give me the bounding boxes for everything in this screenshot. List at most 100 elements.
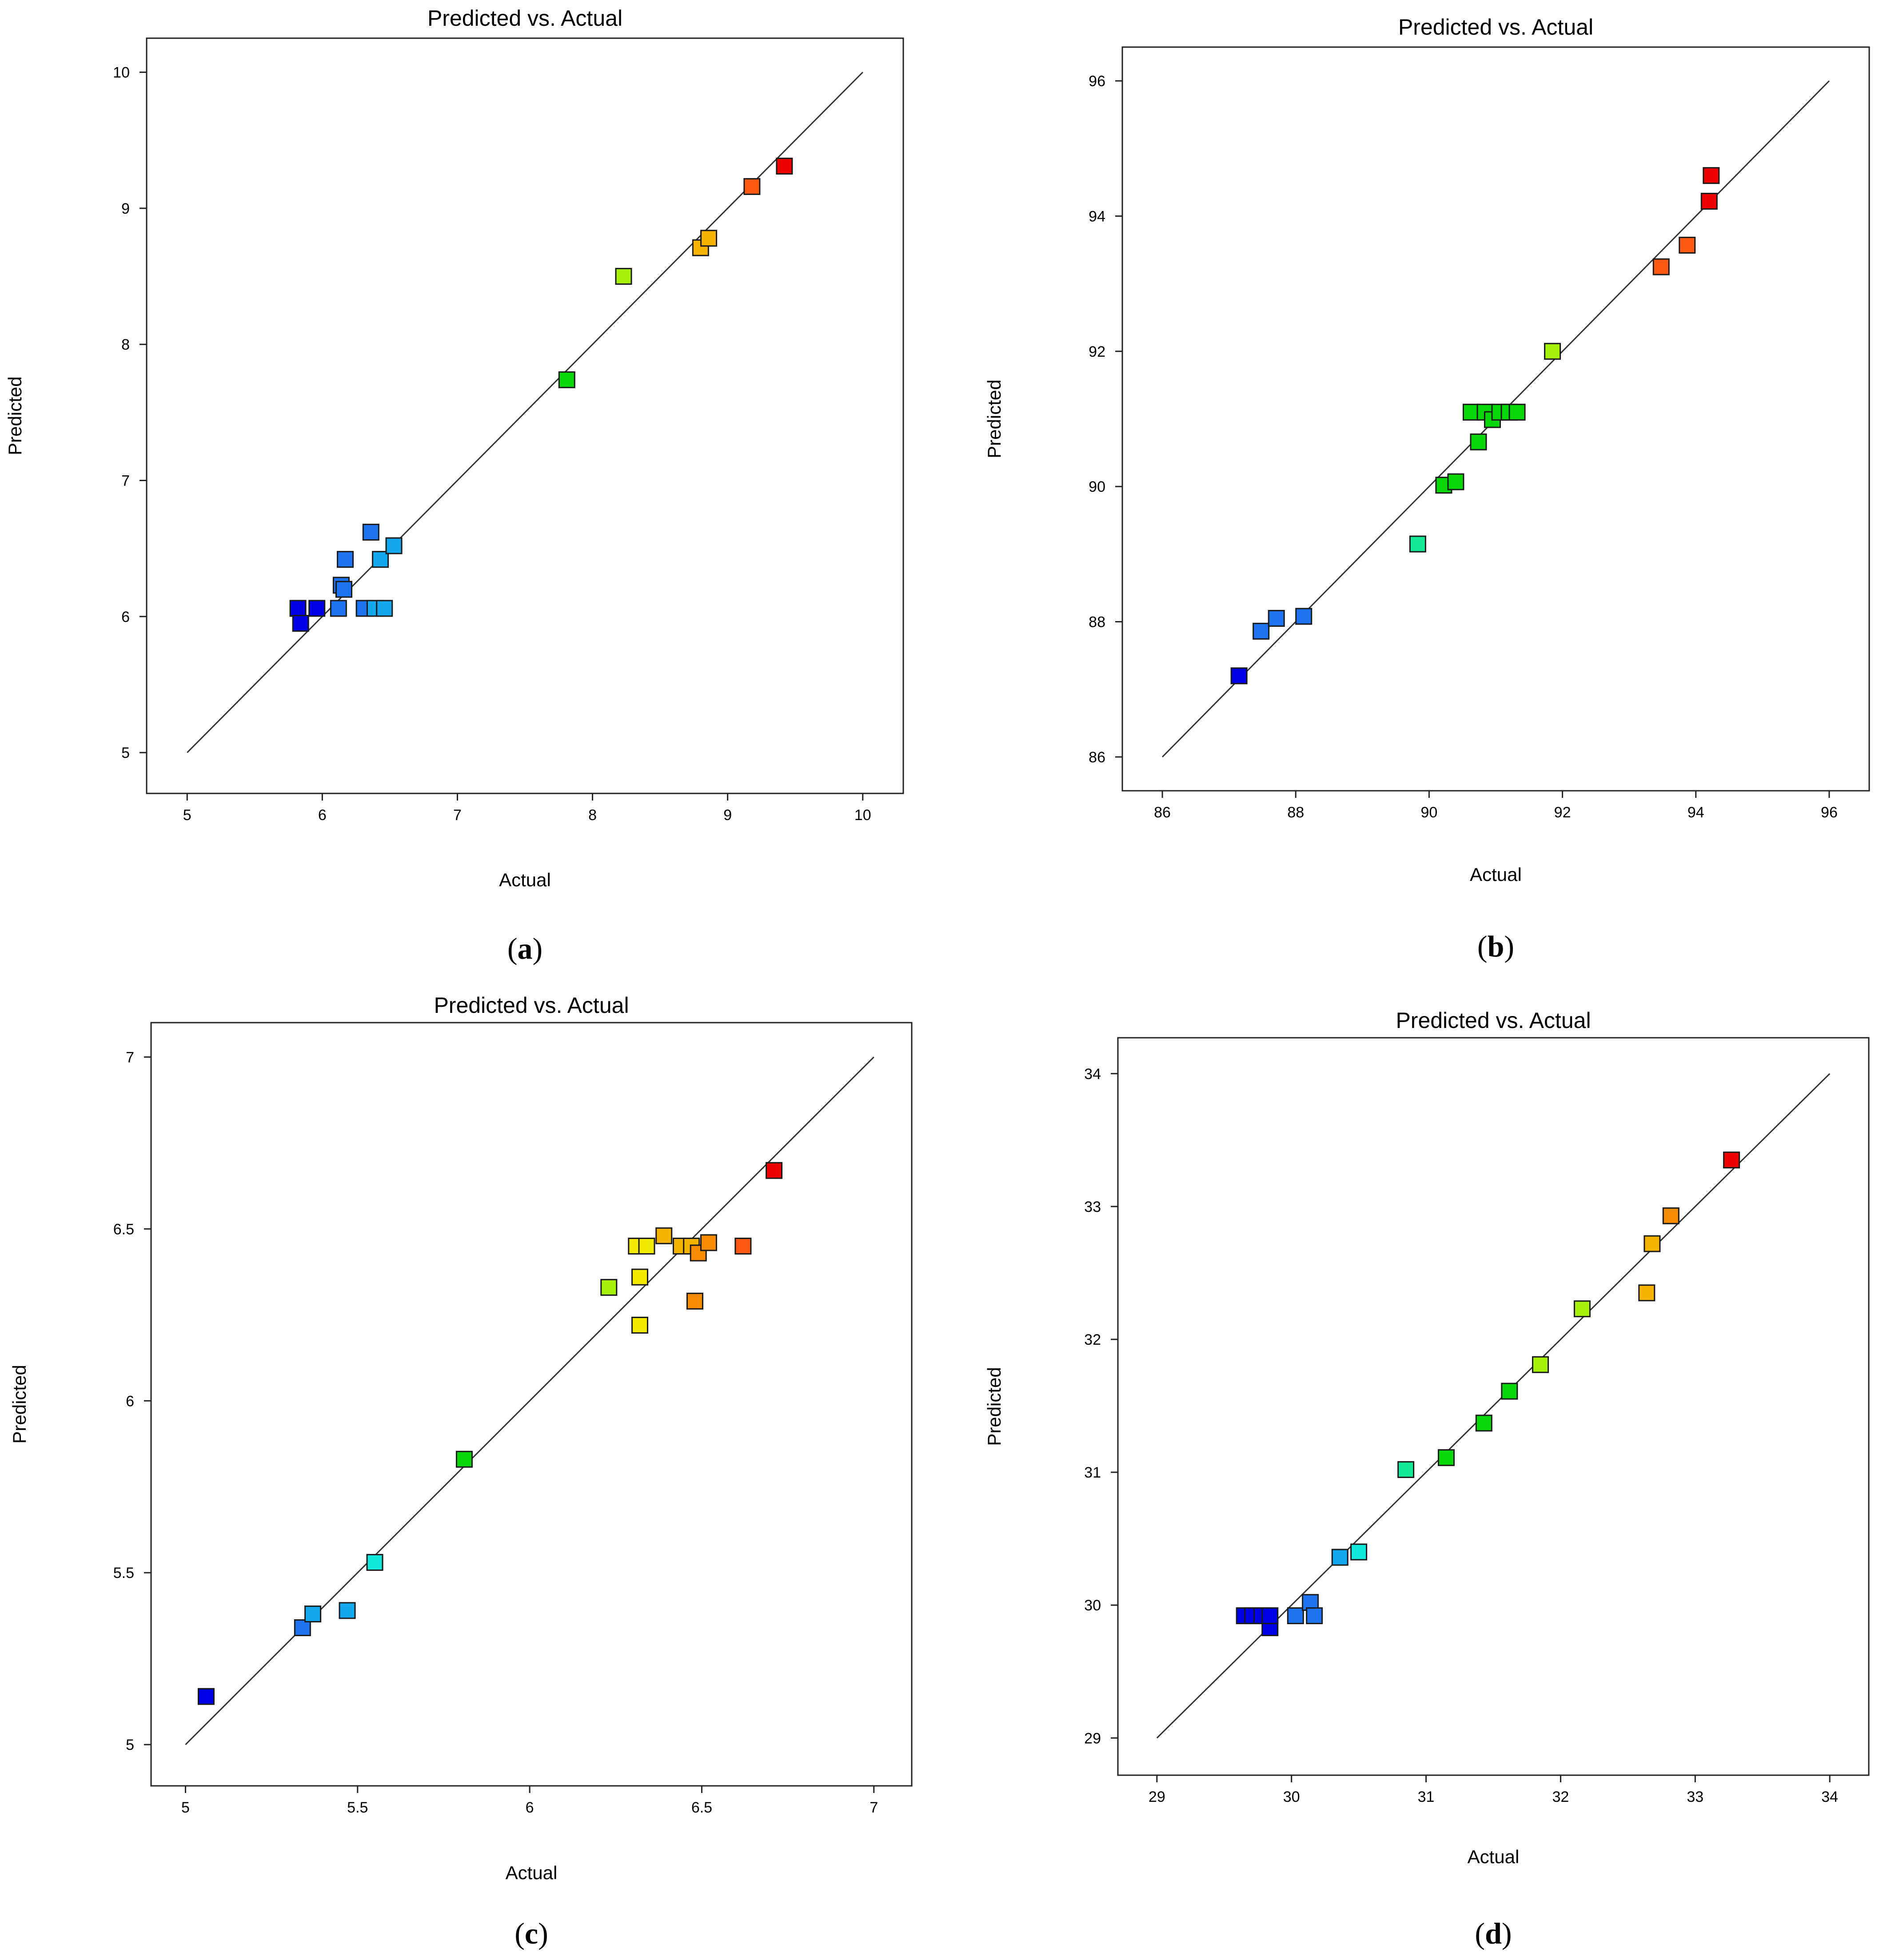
y-tick-label: 90 [1089,478,1105,495]
x-tick-label: 33 [1687,1789,1703,1805]
data-point [776,157,793,175]
y-tick-label: 6.5 [113,1221,134,1238]
x-tick-label: 9 [723,807,732,824]
data-point [1447,473,1464,490]
data-point [558,371,575,388]
x-tick-label: 8 [588,807,597,824]
data-point [1470,433,1487,450]
data-point [631,1268,649,1286]
data-point [1723,1151,1740,1169]
data-point [600,1279,618,1296]
data-point [1644,1235,1661,1252]
data-point [362,523,379,541]
y-tick-label: 9 [121,200,130,217]
data-point [1409,535,1426,553]
data-point [1437,1449,1455,1466]
data-point [1287,1607,1304,1625]
y-tick-label: 5 [126,1737,134,1753]
y-tick-label: 88 [1089,614,1105,631]
chart-title: Predicted vs. Actual [1396,1008,1591,1033]
y-tick-label: 10 [113,64,130,81]
data-point [1295,608,1313,625]
x-tick-label: 30 [1283,1789,1300,1805]
panel-b: 86 88 90 92 94 96 86 88 90 92 94 96 Predicted vs. Ac… [984,15,1870,963]
data-point [372,551,389,568]
x-tick-label: 6.5 [691,1799,712,1816]
x-tick-label: 29 [1149,1789,1165,1805]
data-point [700,230,718,247]
data-point [197,1688,215,1705]
data-point [1253,622,1270,640]
data-point [655,1227,673,1244]
data-point [1652,258,1670,275]
y-tick-label: 6 [121,609,130,625]
x-tick-label: 7 [870,1799,878,1816]
y-tick-label: 31 [1084,1464,1101,1481]
y-tick-label: 86 [1089,749,1105,766]
y-tick-label: 94 [1089,208,1105,225]
x-tick-label: 31 [1418,1789,1435,1805]
x-tick-label: 32 [1552,1789,1569,1805]
panel-label-letter: c [525,1916,538,1950]
panel-label-letter: a [518,932,533,965]
data-point [638,1238,655,1255]
data-point [292,615,309,632]
data-point [330,600,347,617]
data-point [1230,667,1248,685]
y-tick-label: 6 [126,1393,134,1410]
x-tick-label: 88 [1287,804,1304,821]
y-axis-label: Predicted [9,1365,30,1443]
data-point [1679,236,1696,254]
x-axis-label: Actual [1470,864,1522,885]
data-point [304,1605,322,1623]
panel-label: (a) [507,932,543,965]
y-axis-label: Predicted [984,379,1005,458]
data-point [1544,343,1561,360]
x-axis-label: Actual [506,1862,558,1883]
data-point [335,581,352,598]
data-point [1462,403,1480,421]
panel-label-letter: d [1485,1916,1502,1950]
data-point [337,551,354,568]
y-tick-label: 7 [121,472,130,489]
y-tick-label: 8 [121,336,130,353]
y-tick-label: 5.5 [113,1565,134,1582]
data-point [1532,1356,1549,1373]
x-tick-label: 92 [1554,804,1571,821]
y-tick-label: 92 [1089,343,1105,360]
y-tick-label: 33 [1084,1199,1101,1215]
x-tick-label: 5.5 [347,1799,368,1816]
x-tick-label: 6 [318,807,327,824]
x-tick-label: 5 [183,807,191,824]
panel-label: (d) [1475,1916,1512,1950]
x-axis-label: Actual [499,869,551,890]
y-axis-label: Predicted [984,1367,1005,1446]
data-point [308,600,326,617]
x-tick-label: 86 [1154,804,1171,821]
data-point [366,1554,383,1571]
plot-frame [150,1022,913,1787]
data-point [294,1619,311,1637]
chart-title: Predicted vs. Actual [434,993,629,1018]
chart-title: Predicted vs. Actual [1398,15,1593,40]
data-point [1573,1300,1591,1318]
y-tick-label: 5 [121,745,130,761]
panel-label: (b) [1477,929,1514,963]
data-point [766,1162,783,1179]
data-point [1331,1549,1348,1566]
data-point [385,537,403,554]
data-point [1306,1607,1323,1625]
data-point [1703,167,1720,184]
x-tick-label: 6 [526,1799,534,1816]
x-tick-label: 5 [181,1799,190,1816]
data-point [376,600,393,617]
y-tick-label: 29 [1084,1730,1101,1747]
y-tick-label: 34 [1084,1066,1101,1083]
data-point [1397,1461,1415,1478]
data-point [1268,610,1285,627]
data-point [631,1317,649,1334]
panel-d: 29 30 31 32 33 34 29 30 31 32 33 34 Predicted vs. Ac… [984,1008,1870,1950]
data-point [734,1238,752,1255]
data-point [686,1292,703,1310]
y-tick-label: 7 [126,1049,134,1066]
